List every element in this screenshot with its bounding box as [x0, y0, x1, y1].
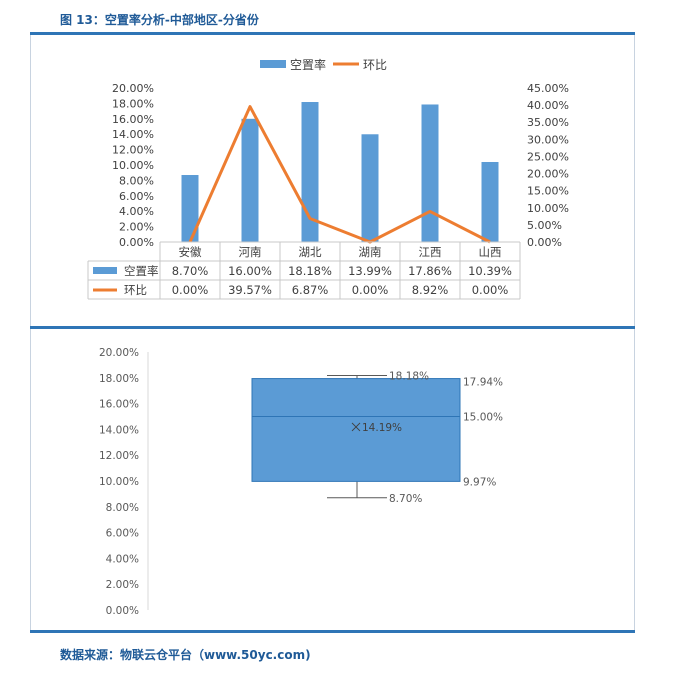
legend-swatch-bar	[260, 60, 286, 68]
y-left-tick-label: 20.00%	[112, 82, 154, 95]
y-right-tick-label: 35.00%	[527, 116, 569, 129]
bar	[421, 104, 439, 242]
bar	[361, 134, 379, 242]
max-label: 18.18%	[389, 370, 429, 382]
bottom-rule	[30, 630, 635, 633]
figure-title: 图 13：空置率分析-中部地区-分省份	[60, 13, 259, 27]
x-tick-label: 安徽	[179, 245, 202, 259]
y-left-tick-label: 0.00%	[119, 236, 154, 249]
table-cell: 8.70%	[172, 264, 209, 278]
table-cell: 17.86%	[408, 264, 452, 278]
y-tick-label: 2.00%	[106, 579, 139, 591]
y-right-tick-label: 10.00%	[527, 202, 569, 215]
y-left-tick-label: 14.00%	[112, 128, 154, 141]
q3-label: 17.94%	[463, 377, 503, 389]
bar	[481, 161, 499, 242]
table-cell: 39.57%	[228, 283, 272, 297]
frame-line	[634, 35, 635, 326]
x-tick-label: 湖北	[299, 245, 322, 259]
y-tick-label: 6.00%	[106, 528, 139, 540]
table-cell: 10.39%	[468, 264, 512, 278]
y-left-tick-label: 2.00%	[119, 221, 154, 234]
y-tick-label: 16.00%	[99, 399, 139, 411]
min-label: 8.70%	[389, 493, 422, 505]
y-right-tick-label: 45.00%	[527, 82, 569, 95]
table-key-bar	[93, 267, 117, 274]
y-right-tick-label: 30.00%	[527, 133, 569, 146]
table-cell: 0.00%	[352, 283, 389, 297]
y-left-tick-label: 10.00%	[112, 159, 154, 172]
series-line	[188, 105, 491, 244]
y-tick-label: 4.00%	[106, 553, 139, 565]
box	[251, 378, 461, 482]
legend-label: 空置率	[290, 57, 326, 72]
table-cell: 8.92%	[412, 283, 449, 297]
table-row-label: 空置率	[124, 264, 159, 278]
middle-rule	[30, 326, 635, 329]
y-right-tick-label: 0.00%	[527, 236, 562, 249]
y-left-tick-label: 6.00%	[119, 190, 154, 203]
y-tick-label: 0.00%	[106, 605, 139, 617]
y-left-tick-label: 18.00%	[112, 97, 154, 110]
y-tick-label: 20.00%	[99, 347, 139, 359]
y-right-tick-label: 5.00%	[527, 219, 562, 232]
x-tick-label: 山西	[479, 245, 502, 259]
bar	[241, 118, 259, 242]
y-left-tick-label: 4.00%	[119, 205, 154, 218]
legend-label: 环比	[363, 58, 387, 72]
table-cell: 16.00%	[228, 264, 272, 278]
source-note: 数据来源：物联云仓平台（www.50yc.com)	[60, 648, 311, 662]
y-right-tick-label: 25.00%	[527, 150, 569, 163]
table-cell: 18.18%	[288, 264, 332, 278]
y-left-tick-label: 16.00%	[112, 113, 154, 126]
mean-marker	[351, 422, 361, 432]
bar	[301, 102, 319, 242]
frame-line	[30, 35, 31, 326]
y-tick-label: 10.00%	[99, 476, 139, 488]
table-cell: 0.00%	[472, 283, 509, 297]
combo-chart: 0.00% 2.00% 4.00% 6.00% 8.00% 10.00% 12.00% 14.…	[87, 57, 569, 300]
mean-label: 14.19%	[362, 422, 402, 434]
frame-line	[634, 329, 635, 630]
y-right-tick-label: 20.00%	[527, 168, 569, 181]
table-row-label: 环比	[124, 283, 147, 297]
y-tick-label: 18.00%	[99, 373, 139, 385]
y-tick-label: 12.00%	[99, 450, 139, 462]
y-left-tick-label: 12.00%	[112, 144, 154, 157]
bar	[181, 175, 199, 242]
table-cell: 6.87%	[292, 283, 329, 297]
q1-label: 9.97%	[463, 476, 496, 488]
median-label: 15.00%	[463, 412, 503, 424]
y-tick-label: 8.00%	[106, 502, 139, 514]
frame-line	[30, 329, 31, 630]
table-cell: 0.00%	[172, 283, 209, 297]
y-right-tick-label: 15.00%	[527, 185, 569, 198]
y-left-tick-label: 8.00%	[119, 174, 154, 187]
top-rule	[30, 32, 635, 35]
y-right-tick-label: 40.00%	[527, 99, 569, 112]
y-tick-label: 14.00%	[99, 424, 139, 436]
table-cell: 13.99%	[348, 264, 392, 278]
x-tick-label: 湖南	[359, 245, 382, 259]
x-tick-label: 江西	[419, 245, 442, 259]
x-tick-label: 河南	[239, 245, 262, 259]
